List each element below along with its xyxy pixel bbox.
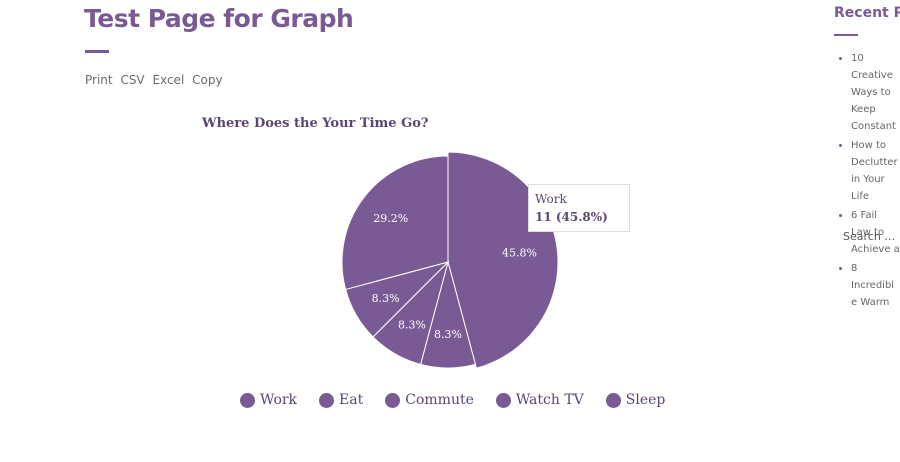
recent-post-link[interactable]: 10 Creative Ways to Keep Constant xyxy=(851,53,896,132)
recent-post-item: 8 Incredible Warm xyxy=(851,260,900,311)
recent-posts-list: 10 Creative Ways to Keep Constant How to… xyxy=(836,50,900,313)
recent-post-item: How to Declutter in Your Life xyxy=(851,137,900,205)
legend-item-commute[interactable]: Commute xyxy=(385,392,474,408)
chart-tooltip: Work 11 (45.8%) xyxy=(528,184,630,232)
tooltip-label: Work xyxy=(535,192,567,206)
sidebar-heading: Recent Posts xyxy=(834,5,900,21)
csv-button[interactable]: CSV xyxy=(120,73,145,87)
excel-button[interactable]: Excel xyxy=(152,73,185,87)
legend-item-watch-tv[interactable]: Watch TV xyxy=(495,392,584,408)
legend-label-commute: Commute xyxy=(405,392,474,408)
title-underline xyxy=(85,50,109,53)
slice-label-work: 45.8% xyxy=(502,247,537,260)
slice-label-commute: 8.3% xyxy=(398,318,426,331)
legend-label-watch-tv: Watch TV xyxy=(515,392,584,408)
print-button[interactable]: Print xyxy=(85,73,113,87)
slice-label-watch-tv: 8.3% xyxy=(372,292,400,305)
chart-title: Where Does the Your Time Go? xyxy=(202,116,429,131)
copy-button[interactable]: Copy xyxy=(192,73,223,87)
pie-slice-sleep[interactable] xyxy=(341,155,449,291)
recent-post-item: 10 Creative Ways to Keep Constant xyxy=(851,50,900,135)
legend-swatch-watch-tv xyxy=(495,392,511,408)
legend-item-eat[interactable]: Eat xyxy=(319,392,363,408)
legend-label-sleep: Sleep xyxy=(625,392,666,408)
slice-label-eat: 8.3% xyxy=(434,328,462,341)
legend-label-work: Work xyxy=(260,392,298,408)
export-toolbar: Print CSV Excel Copy xyxy=(85,73,227,87)
page-title: Test Page for Graph xyxy=(84,4,354,33)
legend-swatch-sleep xyxy=(605,392,621,408)
tooltip-value: 11 (45.8%) xyxy=(535,210,608,224)
legend-swatch-commute xyxy=(385,392,401,408)
chart-legend: Work Eat Commute Watch TV Sleep xyxy=(240,392,665,408)
recent-post-link[interactable]: How to Declutter in Your Life xyxy=(851,140,898,202)
legend-swatch-work xyxy=(240,392,255,408)
search-input[interactable] xyxy=(834,227,900,245)
slice-label-sleep: 29.2% xyxy=(373,212,408,225)
sidebar-heading-underline xyxy=(834,34,858,36)
legend-swatch-eat xyxy=(319,392,335,408)
legend-label-eat: Eat xyxy=(339,392,364,408)
recent-post-link[interactable]: 8 Incredible Warm xyxy=(851,263,895,308)
legend-item-sleep[interactable]: Sleep xyxy=(605,392,666,408)
legend-item-work[interactable]: Work xyxy=(240,392,297,408)
